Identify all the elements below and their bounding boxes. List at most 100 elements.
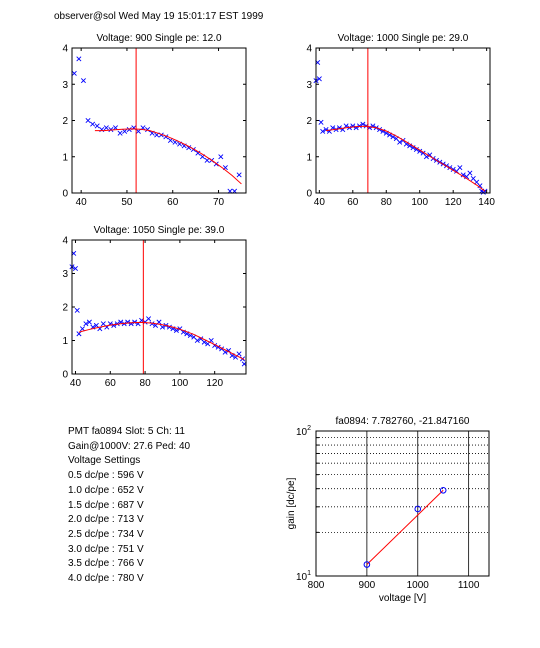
data-point xyxy=(320,128,326,134)
x-tick-label: 40 xyxy=(314,197,326,208)
x-tick-label: 40 xyxy=(70,378,82,389)
fit-curve xyxy=(78,321,245,361)
data-point xyxy=(417,148,423,154)
y-tick-label: 0 xyxy=(306,189,312,200)
fit-curve xyxy=(94,128,242,185)
data-point xyxy=(413,146,419,153)
y-tick-label: 1 xyxy=(62,152,68,163)
y-axis-label: gain [dc/pe] xyxy=(286,477,297,529)
x-tick-label: 70 xyxy=(213,197,225,208)
data-point xyxy=(397,139,403,145)
y-tick-label: 3 xyxy=(62,269,68,280)
data-point xyxy=(132,319,138,325)
x-tick-label: 80 xyxy=(381,197,393,208)
y-tick-label: 2 xyxy=(62,303,68,314)
x-tick-label: 140 xyxy=(478,197,495,208)
data-point xyxy=(363,561,371,568)
info-line: 2.5 dc/pe : 734 V xyxy=(68,528,144,540)
info-line: 3.0 dc/pe : 751 V xyxy=(68,543,144,555)
panel-title: Voltage: 1050 Single pe: 39.0 xyxy=(94,225,225,236)
data-point xyxy=(103,125,109,131)
x-axis-label: voltage [V] xyxy=(379,593,426,604)
y-tick-label: 4 xyxy=(306,44,312,55)
scatter-panel-3: Voltage: 1050 Single pe: 39.040 60 80 100 12… xyxy=(62,225,247,389)
x-tick-label: 60 xyxy=(105,378,117,389)
info-line: 3.5 dc/pe : 766 V xyxy=(68,558,144,570)
data-point xyxy=(79,326,85,332)
data-point xyxy=(204,157,210,163)
data-point xyxy=(145,127,151,133)
x-tick-label: 100 xyxy=(172,378,189,389)
y-tick-label: 2 xyxy=(62,116,68,127)
plot-frame xyxy=(71,47,247,194)
data-point xyxy=(457,165,463,171)
data-point xyxy=(460,172,466,178)
fit-curve xyxy=(325,125,486,192)
panel-title: Voltage: 1000 Single pe: 29.0 xyxy=(338,33,469,44)
y-tick-label: 3 xyxy=(306,80,312,91)
data-point xyxy=(80,78,86,84)
y-tick-label: 2 xyxy=(306,116,312,127)
y-tick-label: 4 xyxy=(62,236,68,247)
data-point xyxy=(159,324,165,330)
scatter-panel-2: Voltage: 1000 Single pe: 29.040 60 80 100 12… xyxy=(306,33,495,208)
info-line: 0.5 dc/pe : 596 V xyxy=(68,470,144,482)
x-tick-label: 50 xyxy=(121,197,133,208)
panel-title: Voltage: 900 Single pe: 12.0 xyxy=(96,33,222,44)
y-tick-label: 0 xyxy=(62,189,68,200)
x-tick-label: 40 xyxy=(76,197,88,208)
data-point xyxy=(94,123,100,129)
x-tick-label: 900 xyxy=(359,580,376,591)
info-panel: PMT fa0894 Slot: 5 Ch: 11 Gain@1000V: 27… xyxy=(68,425,190,587)
x-tick-label: 1100 xyxy=(458,580,480,591)
info-line: Gain@1000V: 27.6 Ped: 40 xyxy=(68,440,191,452)
info-line: PMT fa0894 Slot: 5 Ch: 11 xyxy=(68,426,185,437)
x-tick-label: 60 xyxy=(167,197,179,208)
data-point xyxy=(76,56,82,62)
data-point xyxy=(122,128,128,134)
info-line: Voltage Settings xyxy=(68,455,141,467)
x-tick-label: 120 xyxy=(445,197,462,208)
y-tick-label: 3 xyxy=(62,80,68,91)
data-point xyxy=(86,319,92,325)
data-point xyxy=(323,127,329,133)
x-tick-label: 1000 xyxy=(407,580,430,591)
data-point xyxy=(72,265,78,271)
y-tick-label: 102 xyxy=(296,425,311,438)
data-point xyxy=(316,76,322,82)
data-point xyxy=(195,150,201,156)
data-point xyxy=(318,119,324,125)
scatter-panel-1: Voltage: 900 Single pe: 12.0 40 50 60 70 0 1 2 3… xyxy=(62,33,247,208)
y-tick-label: 1 xyxy=(62,336,68,347)
data-point xyxy=(146,316,152,322)
x-tick-label: 100 xyxy=(411,197,428,208)
info-line: 2.0 dc/pe : 713 V xyxy=(68,514,144,526)
data-point xyxy=(117,130,123,136)
data-point xyxy=(83,321,89,327)
data-point xyxy=(360,121,366,127)
y-tick-label: 1 xyxy=(306,152,312,163)
gain-panel: fa0894: 7.782760, -21.847160 800 900 1000 11… xyxy=(286,416,490,604)
data-point xyxy=(236,351,242,357)
info-line: 4.0 dc/pe : 780 V xyxy=(68,573,144,585)
data-point xyxy=(74,307,80,313)
data-point xyxy=(218,154,224,160)
y-tick-label: 0 xyxy=(62,370,68,381)
data-point xyxy=(71,70,77,76)
y-tick-label: 101 xyxy=(296,570,311,583)
panel-title: fa0894: 7.782760, -21.847160 xyxy=(335,416,469,427)
data-point xyxy=(439,486,447,494)
info-line: 1.0 dc/pe : 652 V xyxy=(68,484,144,496)
data-point xyxy=(149,321,155,327)
data-point xyxy=(135,128,141,134)
data-point xyxy=(477,183,483,189)
header-text: observer@sol Wed May 19 15:01:17 EST 199… xyxy=(54,11,264,22)
data-point xyxy=(236,172,242,178)
data-point xyxy=(186,145,192,151)
fit-line xyxy=(366,489,444,565)
y-tick-label: 4 xyxy=(62,44,68,55)
data-point xyxy=(76,331,82,337)
plot-frame xyxy=(315,430,490,577)
plot-frame xyxy=(71,239,247,375)
